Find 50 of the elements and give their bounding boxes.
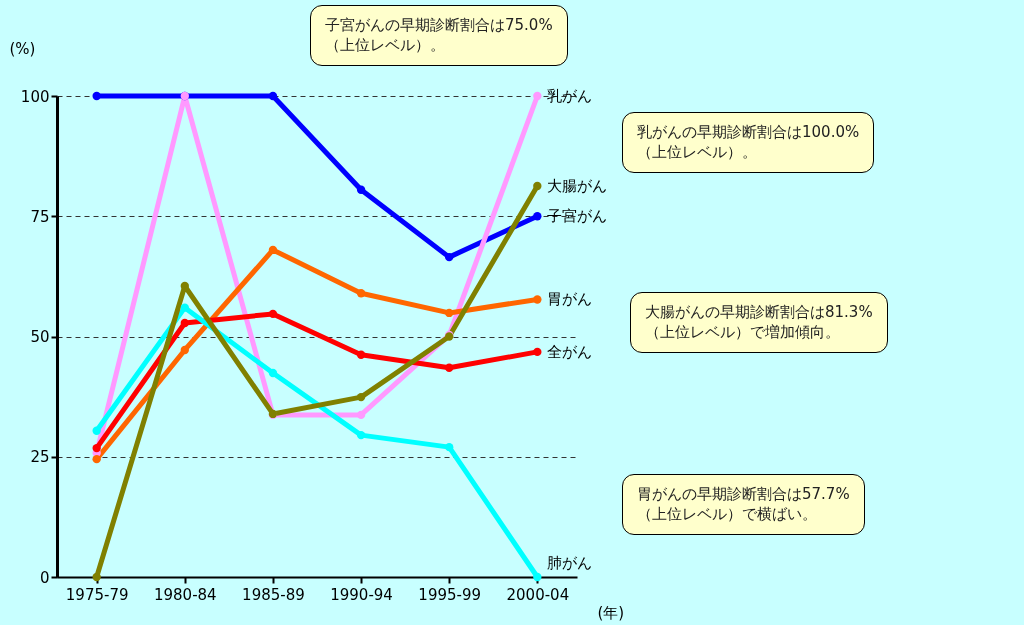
point bbox=[92, 572, 101, 582]
point bbox=[356, 289, 366, 298]
point bbox=[533, 572, 542, 582]
y-tick-label: 25 bbox=[30, 448, 50, 467]
y-tick-label: 75 bbox=[30, 207, 50, 226]
point bbox=[533, 181, 542, 191]
point bbox=[445, 363, 454, 372]
text: 大腸がんの早期診断割合は81.3% （上位レベル）で増加傾向。 bbox=[630, 292, 888, 353]
y-tick-label: 100 bbox=[20, 87, 50, 106]
point bbox=[356, 392, 366, 402]
point bbox=[268, 368, 278, 378]
point bbox=[180, 303, 189, 312]
series-label: 大腸がん bbox=[547, 176, 608, 195]
point bbox=[180, 345, 189, 355]
text: 胃がんの早期診断割合は57.7% （上位レベル）で横ばい。 bbox=[622, 474, 865, 535]
point bbox=[268, 309, 278, 319]
x-axis-title: (年) bbox=[597, 603, 625, 622]
point bbox=[180, 318, 189, 328]
y-axis-title: (%) bbox=[9, 39, 36, 58]
series-label: 子宮がん bbox=[547, 207, 608, 226]
series-label: 全がん bbox=[547, 342, 593, 361]
point bbox=[356, 410, 366, 420]
point bbox=[92, 426, 101, 435]
point bbox=[356, 350, 366, 359]
point bbox=[533, 347, 542, 357]
point bbox=[356, 430, 366, 440]
x-tick-label: 2000-04 bbox=[506, 585, 570, 604]
series-label: 胃がん bbox=[547, 290, 593, 309]
point bbox=[268, 91, 278, 101]
point bbox=[445, 252, 454, 262]
x-tick-label: 1985-89 bbox=[242, 585, 305, 604]
point bbox=[533, 212, 542, 221]
point bbox=[533, 91, 542, 101]
point bbox=[445, 442, 454, 452]
y-tick-label: 50 bbox=[30, 328, 50, 346]
point bbox=[533, 295, 542, 304]
point bbox=[92, 91, 101, 101]
x-tick-label: 1995-99 bbox=[418, 585, 482, 604]
point bbox=[92, 454, 101, 464]
x-tick-label: 1990-94 bbox=[330, 585, 393, 604]
point bbox=[356, 185, 366, 194]
y-tick-label: 0 bbox=[39, 568, 50, 587]
series-label: 乳がん bbox=[547, 87, 593, 105]
series-label: 肺がん bbox=[547, 554, 593, 572]
x-tick-label: 1975-79 bbox=[65, 585, 129, 604]
x-tick-label: 1980-84 bbox=[153, 585, 217, 604]
text: 子宮がんの早期診断割合は75.0% （上位レベル）。 bbox=[310, 5, 568, 66]
text: 乳がんの早期診断割合は100.0% （上位レベル）。 bbox=[622, 112, 875, 173]
point bbox=[92, 443, 101, 453]
point bbox=[445, 308, 454, 318]
